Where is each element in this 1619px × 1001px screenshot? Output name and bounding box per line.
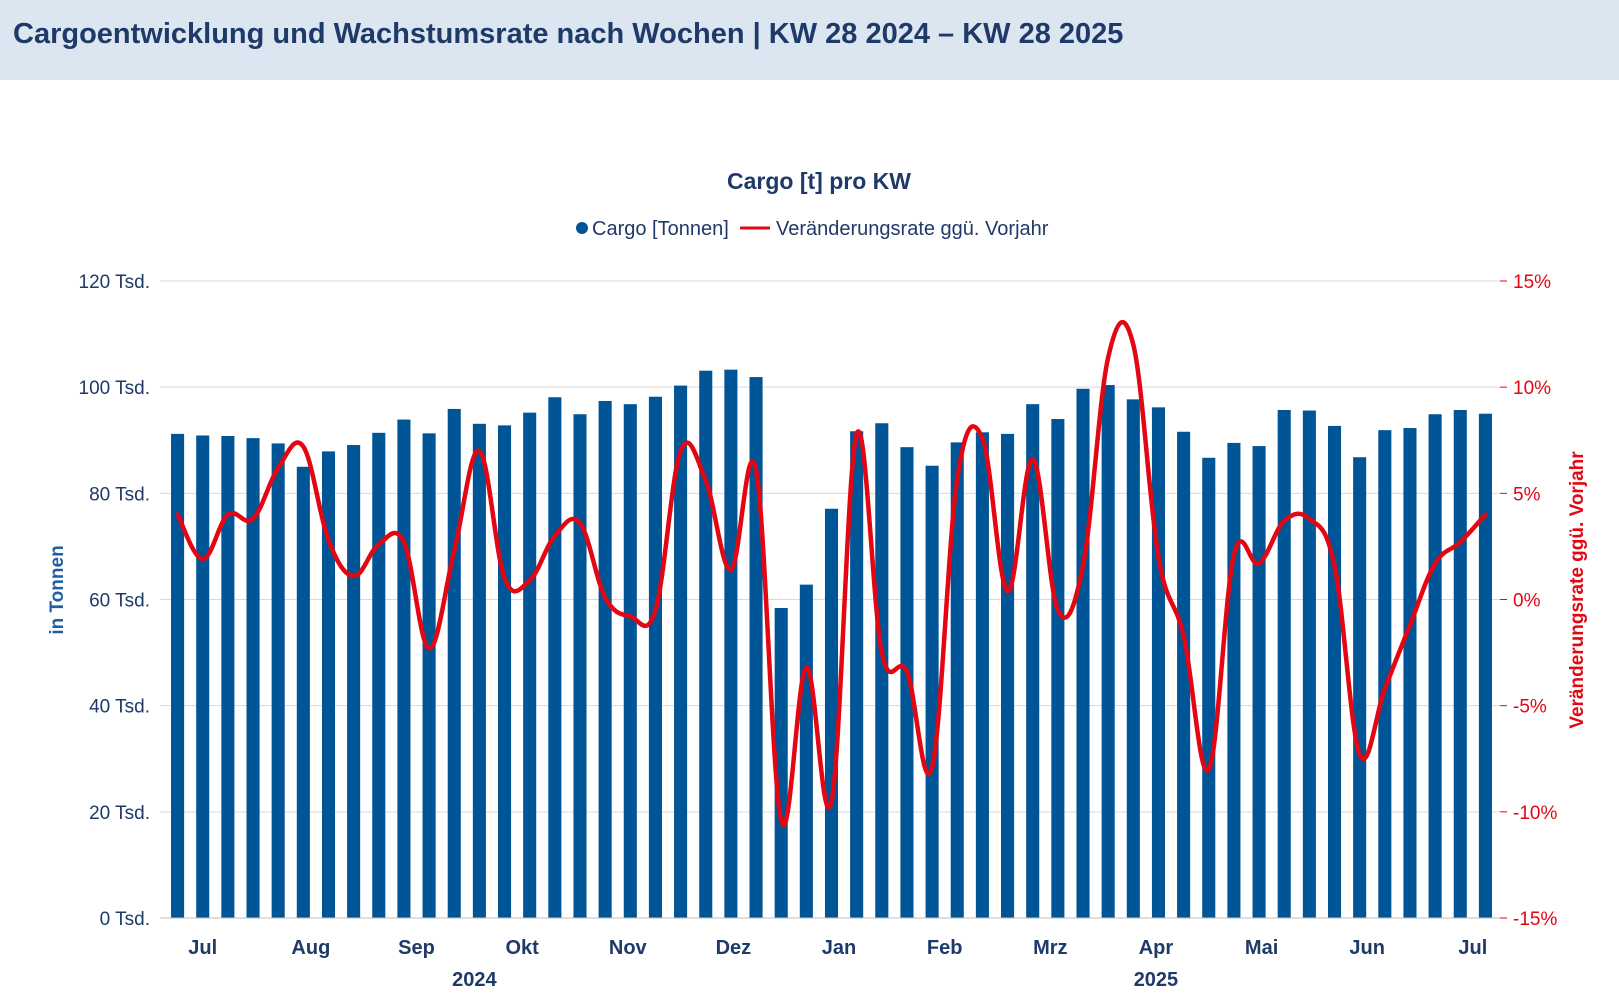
page-title: Cargoentwicklung und Wachstumsrate nach …: [13, 18, 1124, 50]
x-year-label: 2024: [452, 969, 497, 991]
legend-label-rate: Veränderungsrate ggü. Vorjahr: [776, 218, 1049, 240]
x-month-label: Nov: [609, 937, 648, 959]
x-month-label: Apr: [1139, 937, 1174, 959]
bar: [975, 432, 989, 918]
x-month-label: Jun: [1349, 937, 1385, 959]
cargo-chart: 0 Tsd. 20 Tsd. 40 Tsd. 60 Tsd. 80 Tsd. 100 Ts…: [47, 168, 1588, 991]
bar: [1403, 428, 1417, 918]
bar: [246, 438, 260, 918]
y-axis-left-label: in Tonnen: [47, 545, 68, 634]
y-left-tick-label: 80 Tsd.: [89, 484, 150, 505]
y-right-tick-label: -15%: [1513, 909, 1557, 930]
y-left-tick-label: 120 Tsd.: [79, 272, 150, 293]
x-month-label: Feb: [927, 937, 963, 959]
y-left-tick-label: 100 Tsd.: [79, 378, 150, 399]
bar: [1001, 433, 1015, 918]
y-left-tick-label: 20 Tsd.: [89, 803, 150, 824]
bar: [950, 442, 964, 918]
bar: [1051, 419, 1065, 918]
bar: [271, 443, 285, 918]
bar: [799, 584, 813, 918]
bar: [573, 414, 587, 918]
x-month-label: Mrz: [1033, 937, 1067, 959]
line-series: [175, 319, 1488, 827]
bar: [1327, 425, 1342, 918]
bar: [875, 423, 889, 918]
x-month-label: Dez: [716, 937, 752, 959]
y-right-tick-label: -5%: [1513, 697, 1547, 718]
bar: [296, 466, 310, 918]
bar: [674, 385, 688, 918]
bar: [1177, 431, 1191, 918]
y-right-tick-label: 0%: [1513, 591, 1541, 612]
bar: [523, 412, 537, 918]
y-left-tick-label: 60 Tsd.: [89, 591, 150, 612]
y-right-tick-label: 15%: [1513, 272, 1551, 293]
bar: [623, 404, 637, 918]
y-right-tick-label: 5%: [1513, 484, 1541, 505]
bar: [1026, 404, 1040, 918]
bar: [472, 423, 486, 918]
legend: Cargo [Tonnen] Veränderungsrate ggü. Vor…: [576, 218, 1049, 240]
y-left-tick-label: 40 Tsd.: [89, 697, 150, 718]
bar: [1428, 414, 1442, 918]
x-month-label: Jul: [1458, 937, 1487, 959]
x-year-label: 2025: [1134, 969, 1179, 991]
bar: [447, 408, 461, 918]
bar: [1151, 407, 1166, 918]
x-month-label: Jan: [822, 937, 856, 959]
bar: [196, 435, 210, 918]
bar: [347, 445, 361, 918]
bar: [1302, 410, 1316, 918]
bar: [221, 436, 235, 918]
bar: [824, 508, 839, 918]
x-month-label: Sep: [398, 937, 435, 959]
bar: [397, 419, 411, 918]
bar: [1076, 388, 1090, 918]
bar: [422, 433, 436, 918]
x-month-label: Aug: [291, 937, 330, 959]
bar: [1478, 413, 1492, 918]
bar: [1378, 430, 1392, 918]
bar: [1453, 409, 1467, 918]
bar: [497, 425, 512, 918]
bar: [1227, 442, 1241, 918]
bar: [925, 465, 939, 918]
bar: [648, 396, 662, 918]
axes: 0 Tsd. 20 Tsd. 40 Tsd. 60 Tsd. 80 Tsd. 100 Ts…: [79, 272, 1558, 991]
bar: [171, 433, 185, 918]
bar: [1101, 385, 1115, 918]
bar: [1252, 446, 1266, 918]
x-month-label: Jul: [188, 937, 217, 959]
bar: [372, 432, 386, 918]
bar: [1353, 457, 1367, 918]
bar: [1126, 399, 1140, 918]
bar: [548, 397, 562, 918]
bar: [850, 431, 864, 918]
bar: [900, 447, 914, 918]
y-left-tick-label: 0 Tsd.: [100, 909, 150, 930]
bar: [724, 369, 738, 918]
legend-marker-cargo: [576, 222, 588, 234]
bar: [598, 400, 612, 918]
bar: [321, 451, 336, 918]
chart-title: Cargo [t] pro KW: [727, 168, 911, 194]
bar: [749, 377, 763, 919]
y-right-tick-label: -10%: [1513, 803, 1557, 824]
bar: [1277, 409, 1291, 918]
bar: [699, 370, 713, 919]
legend-label-cargo: Cargo [Tonnen]: [592, 218, 729, 240]
x-month-label: Mai: [1245, 937, 1278, 959]
y-right-tick-label: 10%: [1513, 378, 1551, 399]
header-bar: Cargoentwicklung und Wachstumsrate nach …: [0, 0, 1619, 80]
y-axis-right-label: Veränderungsrate ggü. Vorjahr: [1567, 451, 1588, 729]
bar: [1202, 457, 1216, 918]
x-month-label: Okt: [505, 937, 539, 959]
bar: [774, 607, 788, 918]
bar-series: [171, 369, 1492, 919]
rate-line: [175, 319, 1488, 827]
